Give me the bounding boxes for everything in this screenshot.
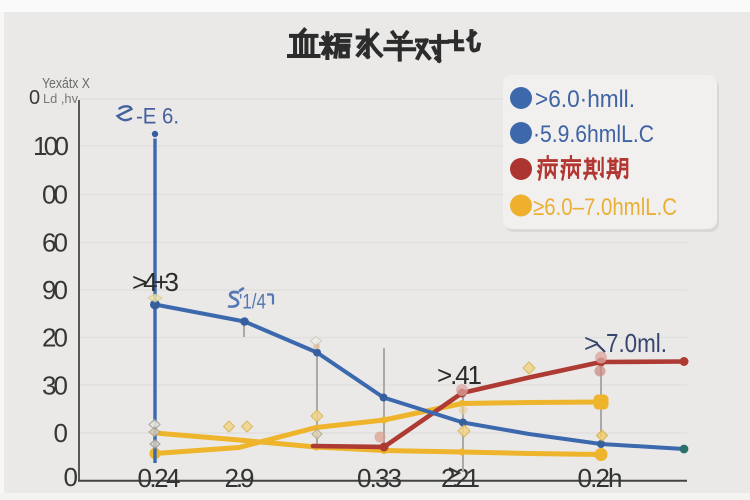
svg-text:≥6.0–7.0hmlL.C: ≥6.0–7.0hmlL.C bbox=[533, 194, 677, 221]
svg-text:100: 100 bbox=[33, 131, 69, 161]
svg-text:0: 0 bbox=[29, 87, 40, 109]
svg-text:20: 20 bbox=[42, 323, 68, 353]
svg-text:Ld ,hv: Ld ,hv bbox=[43, 91, 78, 106]
svg-text:>: > bbox=[584, 328, 599, 358]
svg-text:2.21: 2.21 bbox=[441, 463, 480, 493]
svg-text:0: 0 bbox=[64, 462, 78, 492]
svg-text:>4+3: >4+3 bbox=[132, 267, 179, 297]
svg-text:0.2h: 0.2h bbox=[578, 463, 623, 493]
svg-text:-Е 6.: -Е 6. bbox=[136, 104, 179, 129]
svg-text:90: 90 bbox=[42, 275, 68, 305]
svg-text:0.33: 0.33 bbox=[357, 463, 402, 493]
svg-text:00: 00 bbox=[42, 180, 68, 210]
svg-text:30: 30 bbox=[42, 371, 68, 401]
svg-text:Yexátx X: Yexátx X bbox=[42, 75, 90, 92]
svg-text:0.24: 0.24 bbox=[138, 463, 181, 493]
svg-text:0: 0 bbox=[54, 418, 68, 448]
svg-text:>.41: >.41 bbox=[437, 360, 482, 390]
svg-text:2.9: 2.9 bbox=[225, 463, 255, 493]
svg-text:·5.9.6hmlL.C: ·5.9.6hmlL.C bbox=[533, 121, 654, 148]
svg-text:'1/4: '1/4 bbox=[239, 291, 266, 314]
svg-text:>6.0·hmll.: >6.0·hmll. bbox=[535, 86, 635, 113]
svg-text:60: 60 bbox=[42, 228, 68, 258]
svg-text:7.0ml.: 7.0ml. bbox=[606, 328, 667, 358]
